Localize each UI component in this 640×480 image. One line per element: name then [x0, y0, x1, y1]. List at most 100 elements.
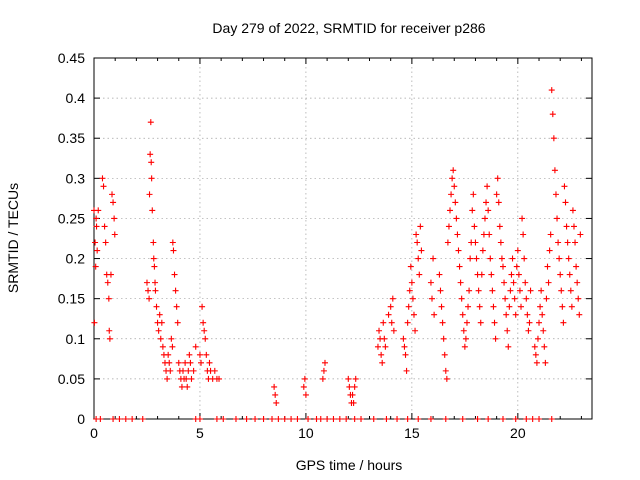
data-point	[94, 247, 101, 254]
y-tick-label: 0.25	[58, 210, 85, 226]
data-point	[105, 295, 112, 302]
data-point	[352, 375, 359, 382]
data-point	[490, 303, 497, 310]
data-point	[93, 215, 100, 222]
data-point	[442, 416, 449, 422]
data-point	[106, 335, 113, 342]
data-point	[152, 287, 159, 294]
data-point	[111, 231, 118, 238]
data-point	[543, 295, 550, 302]
data-point	[545, 279, 552, 286]
data-point	[370, 416, 377, 422]
data-point	[374, 343, 381, 350]
data-point	[320, 367, 327, 374]
data-point	[541, 343, 548, 350]
data-point	[301, 375, 308, 382]
data-point	[489, 287, 496, 294]
data-point	[559, 303, 566, 310]
data-point	[156, 311, 163, 318]
data-point	[509, 255, 516, 262]
data-point	[408, 279, 415, 286]
data-point	[491, 319, 498, 326]
data-point	[379, 359, 386, 366]
data-point	[143, 279, 150, 286]
data-point	[429, 295, 436, 302]
data-point	[99, 175, 106, 182]
data-point	[567, 287, 574, 294]
data-point	[110, 416, 117, 422]
data-point	[200, 319, 207, 326]
data-point	[272, 391, 279, 398]
y-tick-label: 0.4	[66, 90, 86, 106]
data-point	[484, 183, 491, 190]
data-point	[495, 199, 502, 206]
data-point	[460, 327, 467, 334]
data-point	[576, 311, 583, 318]
data-point	[449, 175, 456, 182]
data-point	[232, 416, 239, 422]
data-point	[483, 199, 490, 206]
data-point	[185, 367, 192, 374]
data-point	[549, 111, 556, 118]
data-point	[351, 416, 358, 422]
data-point	[430, 255, 437, 262]
data-point	[110, 199, 117, 206]
data-point	[147, 119, 154, 126]
data-point	[192, 343, 199, 350]
data-point	[405, 303, 412, 310]
data-point	[302, 391, 309, 398]
data-point	[220, 416, 227, 422]
data-point	[565, 255, 572, 262]
data-point	[557, 271, 564, 278]
data-point	[93, 223, 100, 230]
data-point	[481, 215, 488, 222]
data-point	[473, 255, 480, 262]
data-point	[151, 263, 158, 270]
x-axis-label: GPS time / hours	[296, 457, 403, 473]
data-point	[196, 351, 203, 358]
data-point	[566, 271, 573, 278]
data-point	[413, 231, 420, 238]
x-tick-label: 10	[298, 425, 314, 441]
x-tick-label: 15	[404, 425, 420, 441]
data-point	[178, 383, 185, 390]
data-point	[577, 231, 584, 238]
data-point	[538, 287, 545, 294]
data-point	[513, 263, 520, 270]
data-point	[499, 416, 506, 422]
data-point	[427, 416, 434, 422]
data-point	[504, 327, 511, 334]
data-point	[199, 303, 206, 310]
data-point	[415, 416, 422, 422]
data-point	[502, 295, 509, 302]
data-point	[463, 319, 470, 326]
data-point	[378, 351, 385, 358]
data-point	[319, 375, 326, 382]
data-point	[336, 416, 343, 422]
data-point	[202, 335, 209, 342]
data-point	[441, 351, 448, 358]
data-point	[417, 223, 424, 230]
data-point	[466, 287, 473, 294]
data-point	[472, 239, 479, 246]
data-point	[465, 303, 472, 310]
data-point	[382, 343, 389, 350]
data-point	[459, 416, 466, 422]
data-point	[169, 343, 176, 350]
data-point	[564, 239, 571, 246]
data-point	[152, 279, 159, 286]
data-point	[211, 367, 218, 374]
data-point	[552, 191, 559, 198]
data-point	[487, 255, 494, 262]
data-point	[568, 303, 575, 310]
data-point	[158, 319, 165, 326]
data-point	[153, 303, 160, 310]
data-point	[486, 231, 493, 238]
data-point	[522, 279, 529, 286]
data-point	[159, 343, 166, 350]
data-point	[556, 255, 563, 262]
data-point	[527, 287, 534, 294]
y-tick-label: 0.45	[58, 50, 85, 66]
x-tick-label: 5	[196, 425, 204, 441]
